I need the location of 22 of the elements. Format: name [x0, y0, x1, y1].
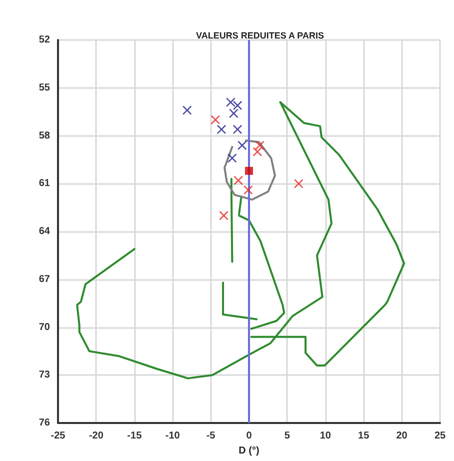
x-tick-label: -5 [206, 430, 216, 442]
y-tick-label: 61 [38, 178, 50, 190]
x-tick-label: 5 [284, 430, 290, 442]
x-tick-label: -10 [165, 430, 180, 442]
y-tick-label: 67 [38, 274, 50, 285]
y-tick-label: 52 [38, 34, 50, 46]
x-tick-label: 25 [434, 430, 446, 442]
x-axis-title: D (°) [238, 445, 260, 456]
x-tick-label: -20 [88, 430, 104, 442]
chart-title: VALEURS REDUITES A PARIS [196, 30, 324, 40]
x-tick-label: 10 [320, 430, 332, 442]
y-tick-label: 64 [38, 226, 50, 237]
y-tick-label: 70 [38, 322, 50, 333]
x-tick-label: -25 [50, 430, 66, 442]
x-tick-label: 15 [358, 430, 370, 442]
y-tick-label: 58 [38, 130, 50, 142]
y-tick-label: 73 [38, 370, 50, 381]
x-tick-label: -15 [127, 430, 142, 442]
y-tick-label: 76 [38, 418, 50, 428]
y-tick-label: 55 [38, 82, 50, 94]
x-tick-label: 20 [396, 430, 408, 442]
x-tick-label: 0 [246, 430, 252, 442]
